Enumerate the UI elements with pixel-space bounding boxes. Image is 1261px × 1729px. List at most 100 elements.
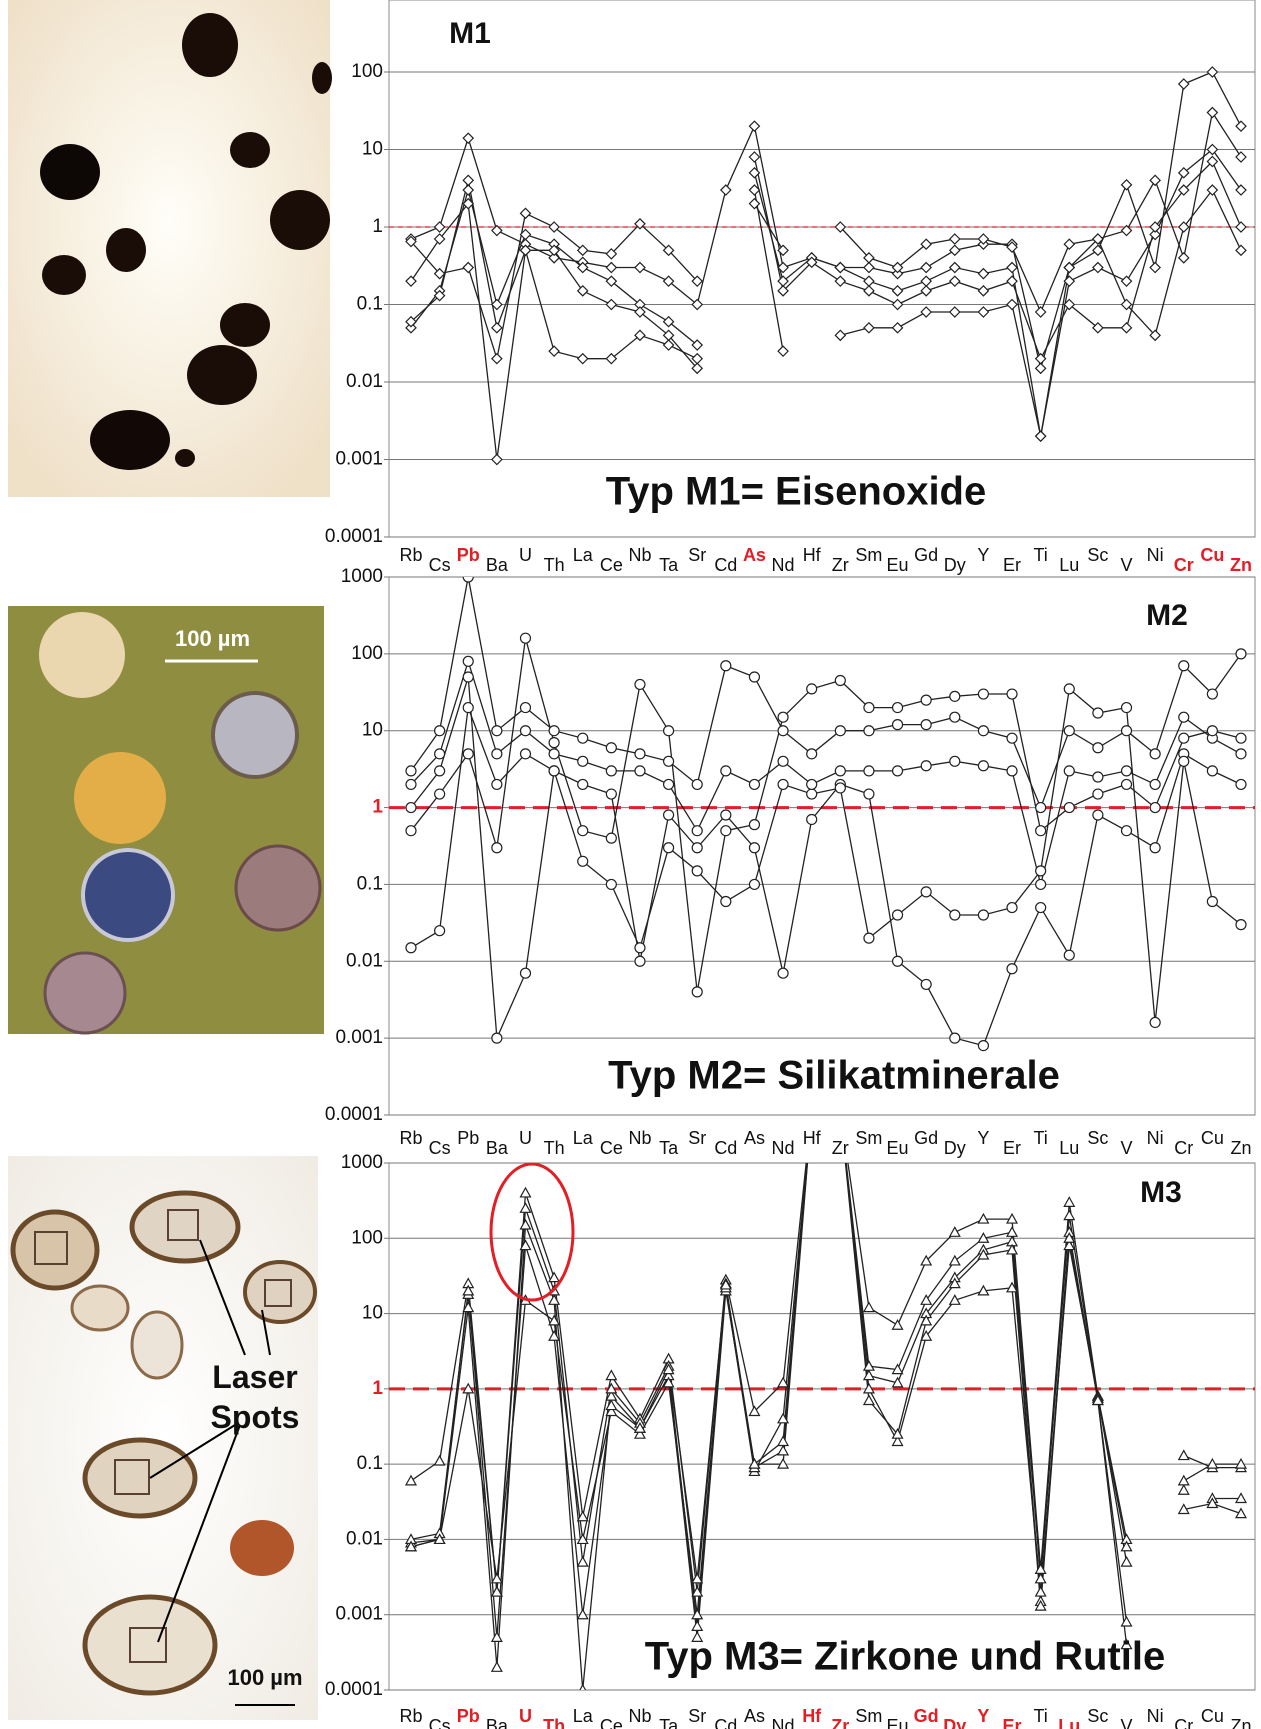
x-tick-label: Ta	[659, 1138, 679, 1158]
data-point	[864, 766, 874, 776]
x-tick-label: Y	[977, 1128, 989, 1148]
x-tick-label: La	[573, 1706, 594, 1726]
x-tick-label: Dy	[943, 1716, 966, 1729]
data-point	[1150, 779, 1160, 789]
data-point	[1179, 712, 1189, 722]
data-point	[749, 843, 759, 853]
data-point	[978, 761, 988, 771]
x-tick-label: Sr	[688, 1128, 706, 1148]
x-tick-label: Gd	[914, 545, 938, 565]
chart-title: M3	[1140, 1176, 1182, 1209]
data-point	[1036, 879, 1046, 889]
x-tick-label: U	[519, 545, 532, 565]
x-tick-label: Sc	[1087, 1706, 1108, 1726]
x-tick-label: Cs	[429, 555, 451, 575]
x-tick-label: Zn	[1230, 1716, 1251, 1729]
x-tick-label: U	[519, 1706, 532, 1726]
data-point	[921, 720, 931, 730]
data-point	[578, 733, 588, 743]
photo-m1	[8, 0, 332, 497]
data-point	[578, 856, 588, 866]
data-point	[635, 766, 645, 776]
annotation: Typ M3= Zirkone und Rutile	[645, 1635, 1165, 1679]
y-tick-label: 0.0001	[325, 526, 383, 547]
data-point	[835, 766, 845, 776]
data-point	[864, 789, 874, 799]
data-point	[435, 789, 445, 799]
data-point	[1207, 766, 1217, 776]
y-tick-label: 100	[351, 643, 383, 664]
data-point	[549, 766, 559, 776]
scale-label: 100 µm	[160, 626, 265, 652]
x-tick-label: Ce	[600, 1138, 623, 1158]
data-point	[1150, 1017, 1160, 1027]
y-tick-label: 10	[362, 720, 383, 741]
x-tick-label: Y	[977, 1706, 989, 1726]
data-point	[692, 866, 702, 876]
data-point	[692, 779, 702, 789]
x-tick-label: Cr	[1174, 1138, 1193, 1158]
data-point	[463, 703, 473, 713]
data-point	[606, 879, 616, 889]
y-tick-label: 0.1	[357, 873, 383, 894]
data-point	[921, 887, 931, 897]
data-point	[807, 814, 817, 824]
x-tick-label: Ti	[1033, 1128, 1047, 1148]
data-point	[978, 726, 988, 736]
x-tick-label: Nd	[772, 1716, 795, 1729]
x-tick-label: As	[743, 545, 766, 565]
x-tick-label: Ce	[600, 555, 623, 575]
x-tick-label: Zn	[1230, 1138, 1251, 1158]
data-point	[492, 749, 502, 759]
data-point	[606, 789, 616, 799]
x-tick-label: Sm	[855, 545, 882, 565]
x-tick-label: Eu	[887, 1138, 909, 1158]
data-point	[893, 910, 903, 920]
data-point	[1236, 749, 1246, 759]
data-point	[1093, 810, 1103, 820]
data-point	[1007, 733, 1017, 743]
x-tick-label: Hf	[802, 1706, 822, 1726]
y-tick-label: 0.0001	[325, 1679, 383, 1700]
data-point	[807, 789, 817, 799]
data-point	[749, 820, 759, 830]
y-tick-label: 100	[351, 1227, 383, 1248]
x-tick-label: Cd	[714, 1138, 737, 1158]
data-point	[835, 783, 845, 793]
x-tick-label: Th	[543, 1716, 565, 1729]
data-point	[463, 656, 473, 666]
x-tick-label: U	[519, 1128, 532, 1148]
x-tick-label: Ti	[1033, 1706, 1047, 1726]
x-tick-label: V	[1121, 555, 1133, 575]
y-tick-label: 0.0001	[325, 1104, 383, 1125]
data-point	[549, 738, 559, 748]
photo-m3	[8, 1156, 318, 1720]
data-point	[807, 749, 817, 759]
y-tick-label: 100	[351, 61, 383, 82]
data-point	[978, 1041, 988, 1051]
x-tick-label: Cd	[714, 1716, 737, 1729]
data-point	[549, 726, 559, 736]
figure: 0.00010.0010.010.11101001000RbCsPbBaUThL…	[0, 0, 1261, 1729]
x-tick-label: Rb	[399, 1128, 422, 1148]
data-point	[520, 703, 530, 713]
data-point	[721, 826, 731, 836]
data-point	[749, 879, 759, 889]
x-tick-label: Ni	[1147, 1706, 1164, 1726]
x-tick-label: Hf	[803, 545, 822, 565]
y-tick-label: 10	[362, 1303, 383, 1324]
data-point	[1064, 803, 1074, 813]
x-tick-label: Y	[977, 545, 989, 565]
x-tick-label: Ba	[486, 1138, 509, 1158]
x-tick-label: Eu	[887, 555, 909, 575]
data-point	[692, 843, 702, 853]
data-point	[492, 1033, 502, 1043]
data-point	[1150, 749, 1160, 759]
data-point	[893, 720, 903, 730]
data-point	[492, 843, 502, 853]
data-point	[950, 712, 960, 722]
y-tick-label: 0.001	[335, 1604, 383, 1625]
data-point	[1122, 779, 1132, 789]
data-point	[692, 987, 702, 997]
x-tick-label: Cr	[1174, 1716, 1193, 1729]
